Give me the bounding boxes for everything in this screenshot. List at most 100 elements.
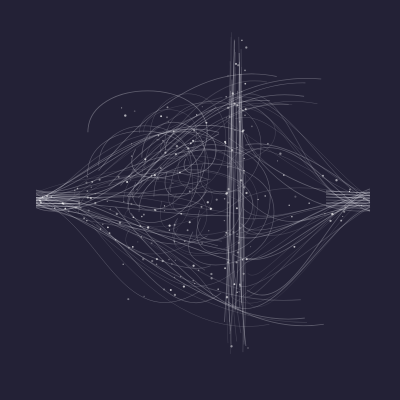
right-fan-strand <box>242 207 371 235</box>
node-dot <box>217 288 219 291</box>
vertical-spike-strand <box>229 79 235 335</box>
right-fan-strand <box>238 190 371 222</box>
node-dot <box>146 226 150 229</box>
vertical-spike-strand <box>224 90 233 323</box>
node-dot <box>225 231 228 234</box>
left-fan-strand <box>35 125 243 202</box>
node-dot <box>64 207 67 210</box>
node-dot <box>158 139 160 141</box>
node-dot <box>155 258 158 261</box>
node-dot <box>143 295 145 298</box>
vertical-spike-strand <box>235 90 242 304</box>
vertical-spike-strand <box>226 106 233 286</box>
node-dot <box>342 215 344 217</box>
node-dot <box>173 293 177 297</box>
node-dot <box>114 239 117 241</box>
loop-strand <box>129 147 247 217</box>
node-dot <box>236 233 239 235</box>
left-fan-strand <box>35 190 241 198</box>
bottom-arc-strand <box>96 224 301 301</box>
node-dot <box>102 223 104 225</box>
left-fan-strand <box>35 193 240 215</box>
node-dot <box>247 347 249 349</box>
node-dot <box>201 242 203 245</box>
left-fan-strand <box>35 180 226 202</box>
right-fan-strand <box>245 197 371 260</box>
node-dot <box>229 233 231 235</box>
node-dot <box>130 155 133 157</box>
node-dot <box>144 158 147 161</box>
node-dot <box>157 134 160 137</box>
left-fan-strand <box>35 198 201 303</box>
node-dot <box>291 216 293 218</box>
top-arc-strand <box>126 82 306 197</box>
node-dot <box>225 117 227 119</box>
node-dot <box>225 192 228 195</box>
node-dot <box>234 129 236 131</box>
node-dot <box>233 102 236 105</box>
node-dot <box>156 138 158 141</box>
right-fan-strand <box>224 120 371 211</box>
node-dot <box>329 219 332 223</box>
node-dot <box>139 225 142 227</box>
node-dot <box>348 190 351 193</box>
node-dot <box>197 269 200 271</box>
node-dot <box>210 277 213 280</box>
loop-strand <box>138 163 275 266</box>
right-fan-strand <box>228 148 371 201</box>
node-dot <box>243 169 245 172</box>
node-dot <box>168 258 170 261</box>
right-bundle-line <box>325 193 371 196</box>
top-arc-strand <box>137 101 318 199</box>
loop-strand <box>123 155 259 254</box>
node-dot <box>192 279 194 282</box>
left-bundle-line <box>35 205 81 208</box>
vertical-spike-strand <box>240 96 243 306</box>
right-fan-strand <box>242 130 371 212</box>
node-dot <box>132 216 135 219</box>
node-dot <box>166 106 169 109</box>
node-dot <box>235 261 238 264</box>
left-fan-strand <box>35 128 220 200</box>
node-dot <box>243 172 245 174</box>
node-dot <box>234 62 238 65</box>
node-dot <box>215 198 218 201</box>
node-dot <box>205 121 208 124</box>
node-dot <box>343 210 346 213</box>
top-arc-strand <box>135 94 305 187</box>
node-dot <box>188 221 191 224</box>
right-fan-strand <box>227 93 371 205</box>
node-dot <box>124 114 127 117</box>
node-dot <box>163 205 166 207</box>
node-dot <box>74 206 77 209</box>
node-dot <box>50 196 53 198</box>
node-dot <box>233 283 236 286</box>
right-bundle-line <box>325 199 371 201</box>
node-dot <box>118 221 122 224</box>
node-dot <box>182 285 185 288</box>
node-dot <box>107 226 109 229</box>
node-dot <box>243 157 245 160</box>
left-bundle-line <box>35 200 81 202</box>
node-dot <box>236 146 238 149</box>
node-dot <box>294 195 297 198</box>
node-dot <box>189 142 192 145</box>
node-dot <box>67 210 70 213</box>
left-fan-strand <box>35 119 230 195</box>
right-fan-strand <box>234 187 371 204</box>
node-dot <box>227 188 230 191</box>
node-dot <box>150 242 153 245</box>
node-dot <box>41 196 44 198</box>
node-dot <box>155 263 158 265</box>
node-dot <box>232 230 235 234</box>
right-fan-strand <box>245 143 371 203</box>
node-dot <box>151 259 154 263</box>
node-dot <box>99 228 102 230</box>
right-bundle-line <box>325 205 371 207</box>
left-fan-strand <box>35 196 233 288</box>
node-dot <box>123 200 125 203</box>
loop-strand <box>141 122 206 197</box>
node-dot <box>251 125 253 128</box>
node-dot <box>174 259 176 261</box>
node-dot <box>276 160 279 162</box>
